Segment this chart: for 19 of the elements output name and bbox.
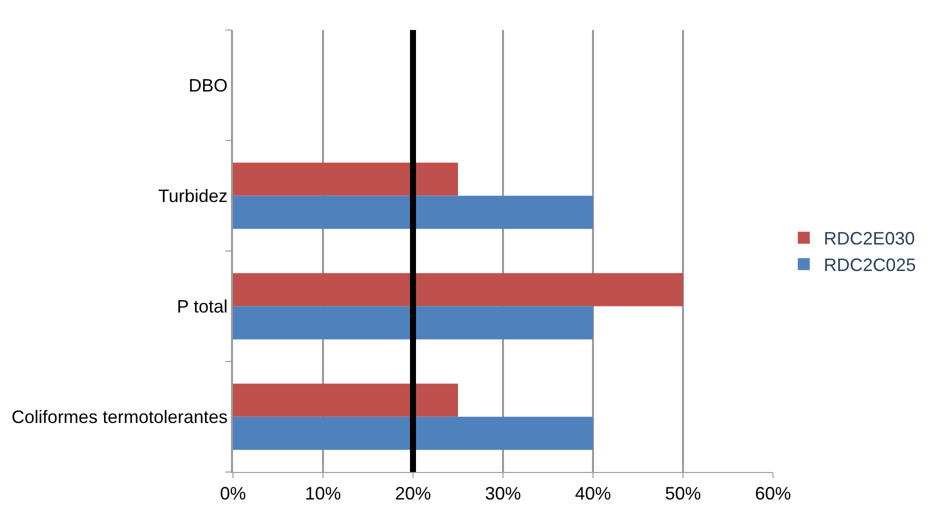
- y-tick-label: Coliformes termotolerantes: [12, 407, 228, 428]
- bar: [233, 306, 593, 340]
- x-tick-label: 0%: [220, 484, 246, 504]
- x-tick-label: 50%: [664, 484, 702, 504]
- legend-label: RDC2C025: [824, 255, 916, 276]
- x-tick-label: 20%: [394, 484, 432, 504]
- bar: [233, 384, 458, 417]
- x-tick-label: 30%: [484, 484, 522, 504]
- bar: [233, 416, 593, 450]
- y-tick-label: Turbidez: [158, 186, 228, 206]
- y-tick-label: DBO: [188, 76, 228, 96]
- bar: [233, 273, 683, 306]
- bar: [233, 162, 458, 196]
- legend-label: RDC2E030: [824, 228, 915, 249]
- y-tick-label: P total: [176, 296, 228, 317]
- bar: [233, 196, 593, 229]
- x-tick-label: 60%: [754, 484, 792, 504]
- x-tick-label: 40%: [574, 484, 612, 504]
- x-tick-label: 10%: [304, 484, 342, 504]
